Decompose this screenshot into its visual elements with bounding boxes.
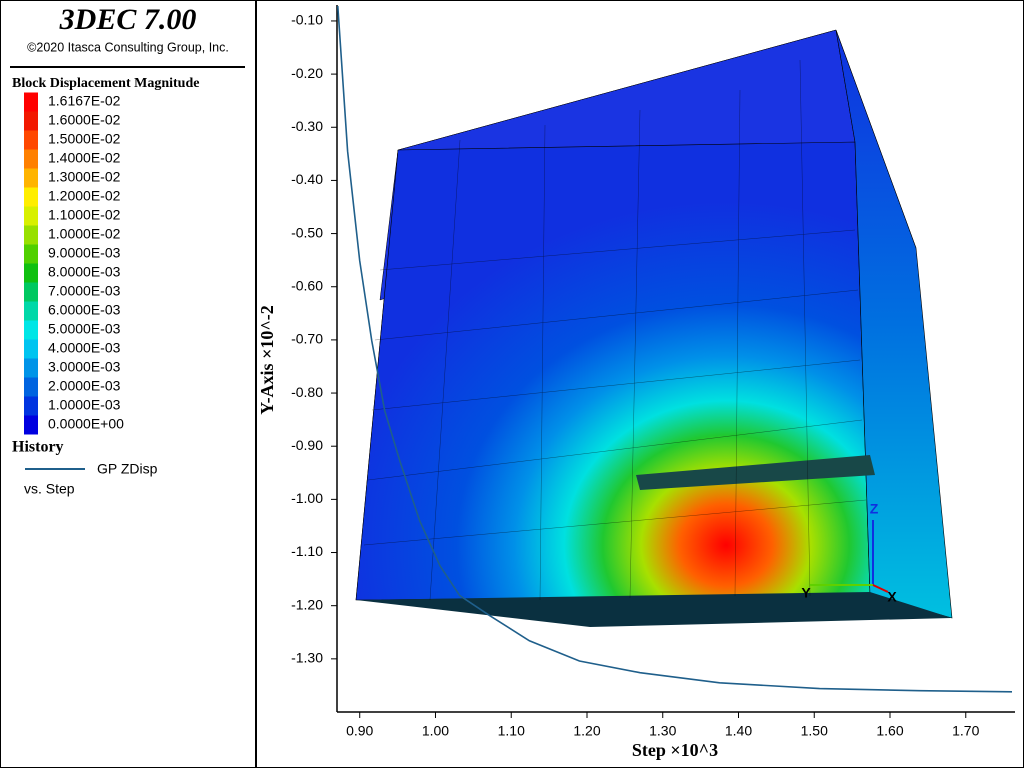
y-tick-label: -0.30 bbox=[291, 118, 323, 134]
level-label: 6.0000E-03 bbox=[48, 302, 121, 318]
level-swatch bbox=[24, 377, 38, 397]
level-label: 1.4000E-02 bbox=[48, 150, 121, 166]
x-tick-label: 0.90 bbox=[346, 723, 373, 739]
y-tick-label: -0.70 bbox=[291, 331, 323, 347]
level-swatch bbox=[24, 263, 38, 283]
x-tick-label: 1.70 bbox=[952, 723, 979, 739]
level-swatch bbox=[24, 320, 38, 340]
level-label: 1.3000E-02 bbox=[48, 169, 121, 185]
level-label: 1.6167E-02 bbox=[48, 93, 121, 109]
level-swatch bbox=[24, 282, 38, 302]
level-swatch bbox=[24, 244, 38, 264]
plot-axes: Step ×10^3 Y-Axis ×10^-2 -0.10 -0.20 -0.30… bbox=[257, 5, 1015, 760]
level-label: 1.2000E-02 bbox=[48, 188, 121, 204]
level-label: 1.0000E-02 bbox=[48, 226, 121, 242]
block-model: Z Y X bbox=[355, 29, 953, 627]
y-tick-label: -1.10 bbox=[291, 543, 323, 559]
y-tick-label: -0.60 bbox=[291, 277, 323, 293]
y-tick-label: -0.80 bbox=[291, 384, 323, 400]
y-tick-label: -0.90 bbox=[291, 437, 323, 453]
triad-z-label: Z bbox=[870, 501, 879, 517]
level-swatch bbox=[24, 396, 38, 416]
level-swatch bbox=[24, 92, 38, 112]
x-tick-label: 1.40 bbox=[725, 723, 752, 739]
legend-panel: 3DEC 7.00 ©2020 Itasca Consulting Group,… bbox=[10, 3, 245, 497]
level-swatch bbox=[24, 358, 38, 378]
level-label: 7.0000E-03 bbox=[48, 283, 121, 299]
triad-x-label: X bbox=[887, 589, 897, 605]
level-label: 1.6000E-02 bbox=[48, 112, 121, 128]
y-axis-title: Y-Axis ×10^-2 bbox=[257, 305, 277, 415]
x-tick-label: 1.20 bbox=[573, 723, 600, 739]
y-tick-label: -0.10 bbox=[291, 12, 323, 28]
level-swatch bbox=[24, 168, 38, 188]
block-ledge bbox=[636, 455, 875, 490]
contour-title: Block Displacement Magnitude bbox=[12, 76, 199, 91]
history-title: History bbox=[12, 439, 64, 456]
level-label: 9.0000E-03 bbox=[48, 245, 121, 261]
y-tick-label: -1.00 bbox=[291, 490, 323, 506]
level-label: 1.0000E-03 bbox=[48, 397, 121, 413]
y-tick-label: -0.20 bbox=[291, 65, 323, 81]
contour-levels: 1.6167E-02 1.6000E-02 1.5000E-02 1.4000E-02… bbox=[24, 92, 124, 435]
x-tick-label: 1.00 bbox=[422, 723, 449, 739]
level-swatch bbox=[24, 415, 38, 435]
x-axis-title: Step ×10^3 bbox=[632, 740, 718, 760]
block-front-face bbox=[355, 141, 871, 601]
legend-series-name: GP ZDisp bbox=[97, 461, 158, 477]
y-tick-label: -0.40 bbox=[291, 171, 323, 187]
level-swatch bbox=[24, 187, 38, 207]
level-label: 2.0000E-03 bbox=[48, 378, 121, 394]
y-tick-label: -0.50 bbox=[291, 224, 323, 240]
triad-y-label: Y bbox=[801, 585, 811, 601]
level-label: 3.0000E-03 bbox=[48, 359, 121, 375]
level-swatch bbox=[24, 130, 38, 150]
history-line bbox=[337, 6, 1013, 693]
mesh-lines bbox=[363, 59, 867, 601]
copyright: ©2020 Itasca Consulting Group, Inc. bbox=[27, 40, 229, 54]
level-swatch bbox=[24, 206, 38, 226]
level-swatch bbox=[24, 149, 38, 169]
level-swatch bbox=[24, 111, 38, 131]
level-label: 1.5000E-02 bbox=[48, 131, 121, 147]
x-tick-label: 1.50 bbox=[801, 723, 828, 739]
triad-x bbox=[872, 584, 889, 593]
x-tick-label: 1.60 bbox=[876, 723, 903, 739]
x-tick-label: 1.10 bbox=[498, 723, 525, 739]
level-label: 8.0000E-03 bbox=[48, 264, 121, 280]
y-tick-label: -1.20 bbox=[291, 596, 323, 612]
level-label: 4.0000E-03 bbox=[48, 340, 121, 356]
level-swatch bbox=[24, 225, 38, 245]
y-tick-label: -1.30 bbox=[291, 650, 323, 666]
level-swatch bbox=[24, 301, 38, 321]
level-label: 5.0000E-03 bbox=[48, 321, 121, 337]
x-tick-label: 1.30 bbox=[649, 723, 676, 739]
level-swatch bbox=[24, 339, 38, 359]
level-label: 0.0000E+00 bbox=[48, 416, 124, 432]
app-title: 3DEC 7.00 bbox=[59, 3, 197, 36]
block-bottom-slab bbox=[356, 592, 952, 627]
legend-subtitle: vs. Step bbox=[24, 481, 75, 497]
level-label: 1.1000E-02 bbox=[48, 207, 121, 223]
